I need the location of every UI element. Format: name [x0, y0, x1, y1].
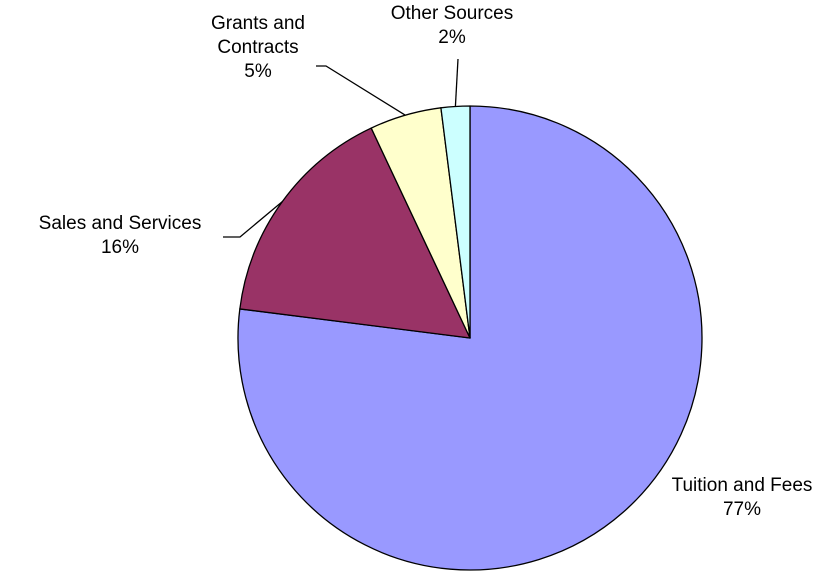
- slice-label-tuition-and-fees: Tuition and Fees 77%: [672, 475, 813, 520]
- pie-slice-sales-and-services: [239, 127, 471, 339]
- slice-labels: Tuition and Fees 77% Sales and Services 16%…: [39, 3, 813, 520]
- leader-line-grants-and-contracts: [316, 65, 406, 116]
- pie-slices: [237, 105, 703, 571]
- leader-lines: [223, 58, 459, 238]
- leader-line-other-sources: [454, 58, 459, 107]
- leader-line-sales-and-services: [223, 201, 283, 238]
- slice-label-other-sources: Other Sources 2%: [391, 3, 514, 48]
- slice-label-sales-and-services: Sales and Services 16%: [39, 213, 202, 258]
- slice-label-grants-and-contracts: Grants and Contracts 5%: [211, 13, 305, 82]
